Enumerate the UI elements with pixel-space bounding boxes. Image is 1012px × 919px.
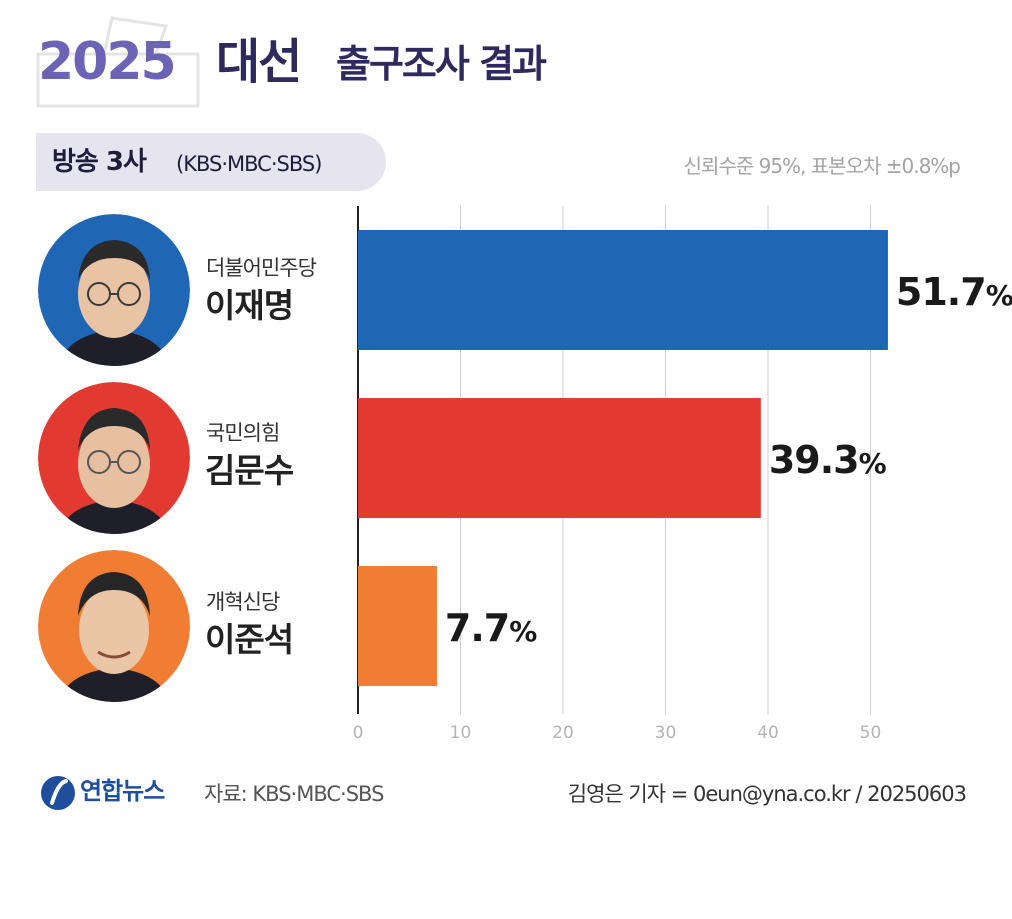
bar-value-number: 39.3	[769, 438, 859, 482]
candidate-name: 김문수	[205, 451, 294, 490]
avatar-candidate-2	[38, 382, 190, 534]
bar	[358, 398, 761, 518]
yonhap-logo-text: 연합뉴스	[80, 777, 165, 805]
source-note: 자료: KBS·MBC·SBS	[204, 782, 384, 806]
bar	[358, 566, 437, 686]
bar-value-unit: %	[859, 447, 887, 480]
party-label: 국민의힘	[206, 421, 280, 445]
source-pill-main: 방송 3사	[52, 147, 147, 177]
confidence-note: 신뢰수준 95%, 표본오차 ±0.8%p	[683, 154, 961, 178]
x-tick-label: 30	[655, 723, 677, 743]
avatar-candidate-1	[38, 214, 190, 366]
avatar-candidate-3	[38, 550, 190, 702]
x-tick-label: 20	[552, 723, 574, 743]
bar-value-unit: %	[986, 279, 1012, 312]
party-label: 더불어민주당	[206, 256, 317, 280]
portrait-icon	[38, 550, 190, 702]
bar-value-label: 39.3%	[769, 438, 887, 482]
x-tick-label: 10	[450, 723, 472, 743]
source-pill	[36, 133, 386, 191]
bar	[358, 230, 888, 350]
x-tick-label: 40	[757, 723, 779, 743]
bar-value-number: 7.7	[445, 606, 509, 650]
title-year: 2025	[38, 32, 177, 92]
bar-value-label: 51.7%	[896, 270, 1012, 314]
source-pill-sub: (KBS·MBC·SBS)	[176, 152, 322, 176]
portrait-icon	[38, 214, 190, 366]
bar-value-number: 51.7	[896, 270, 986, 314]
title-election: 대선	[216, 34, 302, 90]
ballot-box-decoration	[36, 16, 200, 108]
x-tick-label: 50	[860, 723, 882, 743]
bar-value-unit: %	[509, 615, 537, 648]
party-label: 개혁신당	[206, 590, 280, 614]
credit-note: 김영은 기자 = 0eun@yna.co.kr / 20250603	[567, 782, 967, 806]
candidate-name: 이준석	[205, 620, 294, 659]
bar-value-label: 7.7%	[445, 606, 537, 650]
x-tick-label: 0	[353, 723, 364, 743]
portrait-icon	[38, 382, 190, 534]
title-subtitle: 출구조사 결과	[336, 42, 547, 86]
candidate-name: 이재명	[205, 286, 294, 325]
yonhap-logo-icon	[41, 776, 75, 810]
